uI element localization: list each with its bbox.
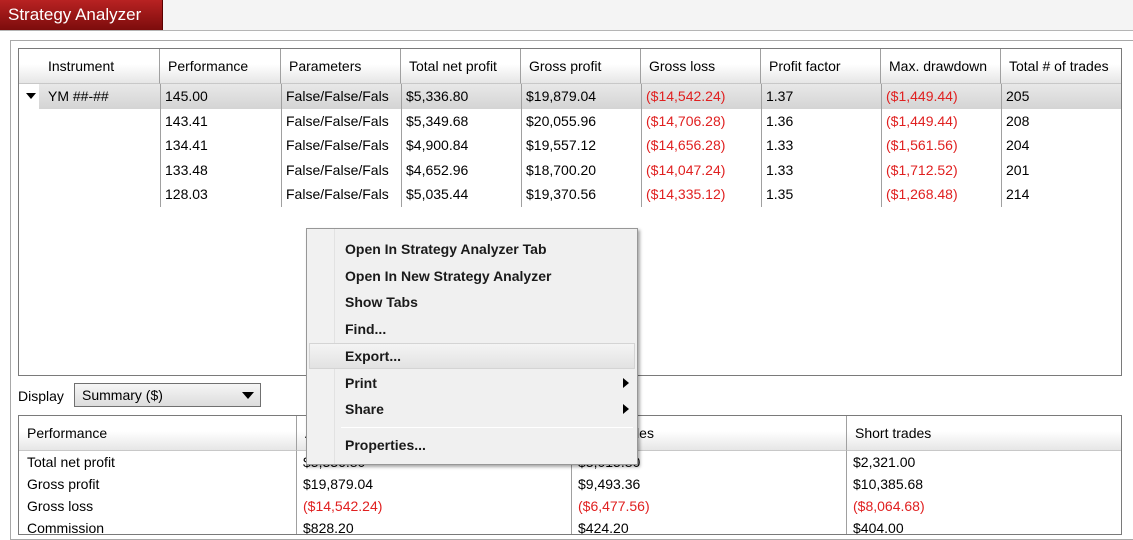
tab-strip [0,0,1133,31]
column-header[interactable]: Performance [19,416,296,451]
data-cell[interactable]: $5,349.68 [401,108,521,133]
data-cell[interactable]: $5,035.44 [401,182,521,207]
column-header[interactable]: Max. drawdown [881,49,1001,84]
data-cell[interactable]: ($1,268.48) [881,182,1001,207]
data-cell: $10,385.68 [846,473,1121,495]
data-cell[interactable]: $20,055.96 [521,108,641,133]
data-cell[interactable]: ($1,712.52) [881,157,1001,182]
tab[interactable]: Strategy Analyzer [0,0,163,30]
row-label: Commission [27,520,105,535]
data-cell[interactable]: ($14,706.28) [641,108,761,133]
submenu-arrow [623,377,629,388]
column-header[interactable]: Total net profit [401,49,521,84]
display-label: Display [18,388,64,404]
column-header[interactable]: Parameters [281,49,401,84]
data-cell[interactable]: $18,700.20 [521,157,641,182]
column-header[interactable]: Profit factor [761,49,881,84]
data-cell[interactable]: False/False/Fals [281,84,401,109]
select-value: Summary ($) [82,387,163,403]
data-cell[interactable]: $19,370.56 [521,182,641,207]
data-cell[interactable]: 204 [1001,133,1121,158]
data-cell[interactable]: 201 [1001,157,1121,182]
menu-item-label: Export... [345,347,402,364]
data-cell: $828.20 [296,517,571,534]
data-cell[interactable]: 1.33 [761,133,881,158]
data-cell[interactable]: 1.35 [761,182,881,207]
menu-item-label: Print [345,374,377,391]
menu-item[interactable]: Open In Strategy Analyzer Tab [309,236,635,262]
data-cell: ($14,542.24) [296,495,571,517]
data-cell[interactable]: 1.37 [761,84,881,109]
data-cell[interactable]: 145.00 [160,84,281,109]
data-cell[interactable]: ($14,656.28) [641,133,761,158]
menu-separator [341,426,633,428]
column-header[interactable]: Short trades [846,416,1121,451]
data-cell[interactable]: 214 [1001,182,1121,207]
data-cell[interactable]: ($1,449.44) [881,108,1001,133]
menu-item[interactable]: Properties... [309,432,635,458]
column-header[interactable]: Gross profit [521,49,641,84]
data-cell[interactable]: $19,557.12 [521,133,641,158]
data-cell[interactable]: $4,900.84 [401,133,521,158]
data-cell: $19,879.04 [296,473,571,495]
data-cell[interactable]: False/False/Fals [281,133,401,158]
data-cell[interactable]: False/False/Fals [281,157,401,182]
menu-item[interactable]: Share [309,396,635,422]
data-cell[interactable]: False/False/Fals [281,182,401,207]
menu-item-label: Open In Strategy Analyzer Tab [345,241,547,257]
row-label: Gross loss [27,498,94,514]
data-cell: $404.00 [846,517,1121,534]
context-menu: Open In Strategy Analyzer Tab Open In New… [306,228,638,465]
menu-item-label: Share [345,401,384,418]
data-cell[interactable]: 133.48 [160,157,281,182]
menu-item[interactable]: Find... [309,316,635,342]
data-cell[interactable]: $4,652.96 [401,157,521,182]
column-header[interactable]: Gross loss [641,49,761,84]
submenu-arrow [623,404,629,415]
menu-item[interactable]: Show Tabs [309,289,635,315]
menu-item-label: Show Tabs [345,294,418,311]
data-cell[interactable]: 1.36 [761,108,881,133]
data-cell: $9,493.36 [571,473,846,495]
data-cell[interactable]: 1.33 [761,157,881,182]
selected-row [39,84,1121,109]
menu-item-label: Find... [345,321,387,338]
data-cell[interactable]: 143.41 [160,108,281,133]
data-cell: $424.20 [571,517,846,534]
menu-item[interactable]: Print [309,370,635,396]
results-grid: Instrument Performance Parameters Total net… [18,48,1122,376]
row-label: Gross profit [27,476,100,492]
select-arrow [242,392,254,399]
data-cell[interactable]: ($14,542.24) [641,84,761,109]
data-cell[interactable]: False/False/Fals [281,108,401,133]
menu-item-label: Properties... [345,436,426,453]
instrument-cell[interactable]: YM ##-## [48,88,109,104]
data-cell: ($8,064.68) [846,495,1121,517]
menu-item-label: Open In New Strategy Analyzer [345,267,552,284]
row-label: Total net profit [27,454,115,470]
menu-item[interactable]: Export... [309,342,635,369]
expander[interactable] [26,93,36,99]
display-select[interactable]: Summary ($) [74,383,261,407]
data-cell[interactable]: 134.41 [160,133,281,158]
column-header[interactable]: Total # of trades [1001,49,1121,84]
data-cell[interactable]: ($14,047.24) [641,157,761,182]
data-cell[interactable]: ($1,561.56) [881,133,1001,158]
data-cell: $2,321.00 [846,451,1121,473]
column-header[interactable]: Instrument [19,49,160,84]
data-cell[interactable]: 128.03 [160,182,281,207]
data-cell[interactable]: ($1,449.44) [881,84,1001,109]
data-cell: ($6,477.56) [571,495,846,517]
data-cell[interactable]: 205 [1001,84,1121,109]
data-cell[interactable]: ($14,335.12) [641,182,761,207]
column-header[interactable]: Performance [160,49,281,84]
menu-item[interactable]: Open In New Strategy Analyzer [309,263,635,289]
data-cell[interactable]: $19,879.04 [521,84,641,109]
data-cell[interactable]: 208 [1001,108,1121,133]
data-cell[interactable]: $5,336.80 [401,84,521,109]
